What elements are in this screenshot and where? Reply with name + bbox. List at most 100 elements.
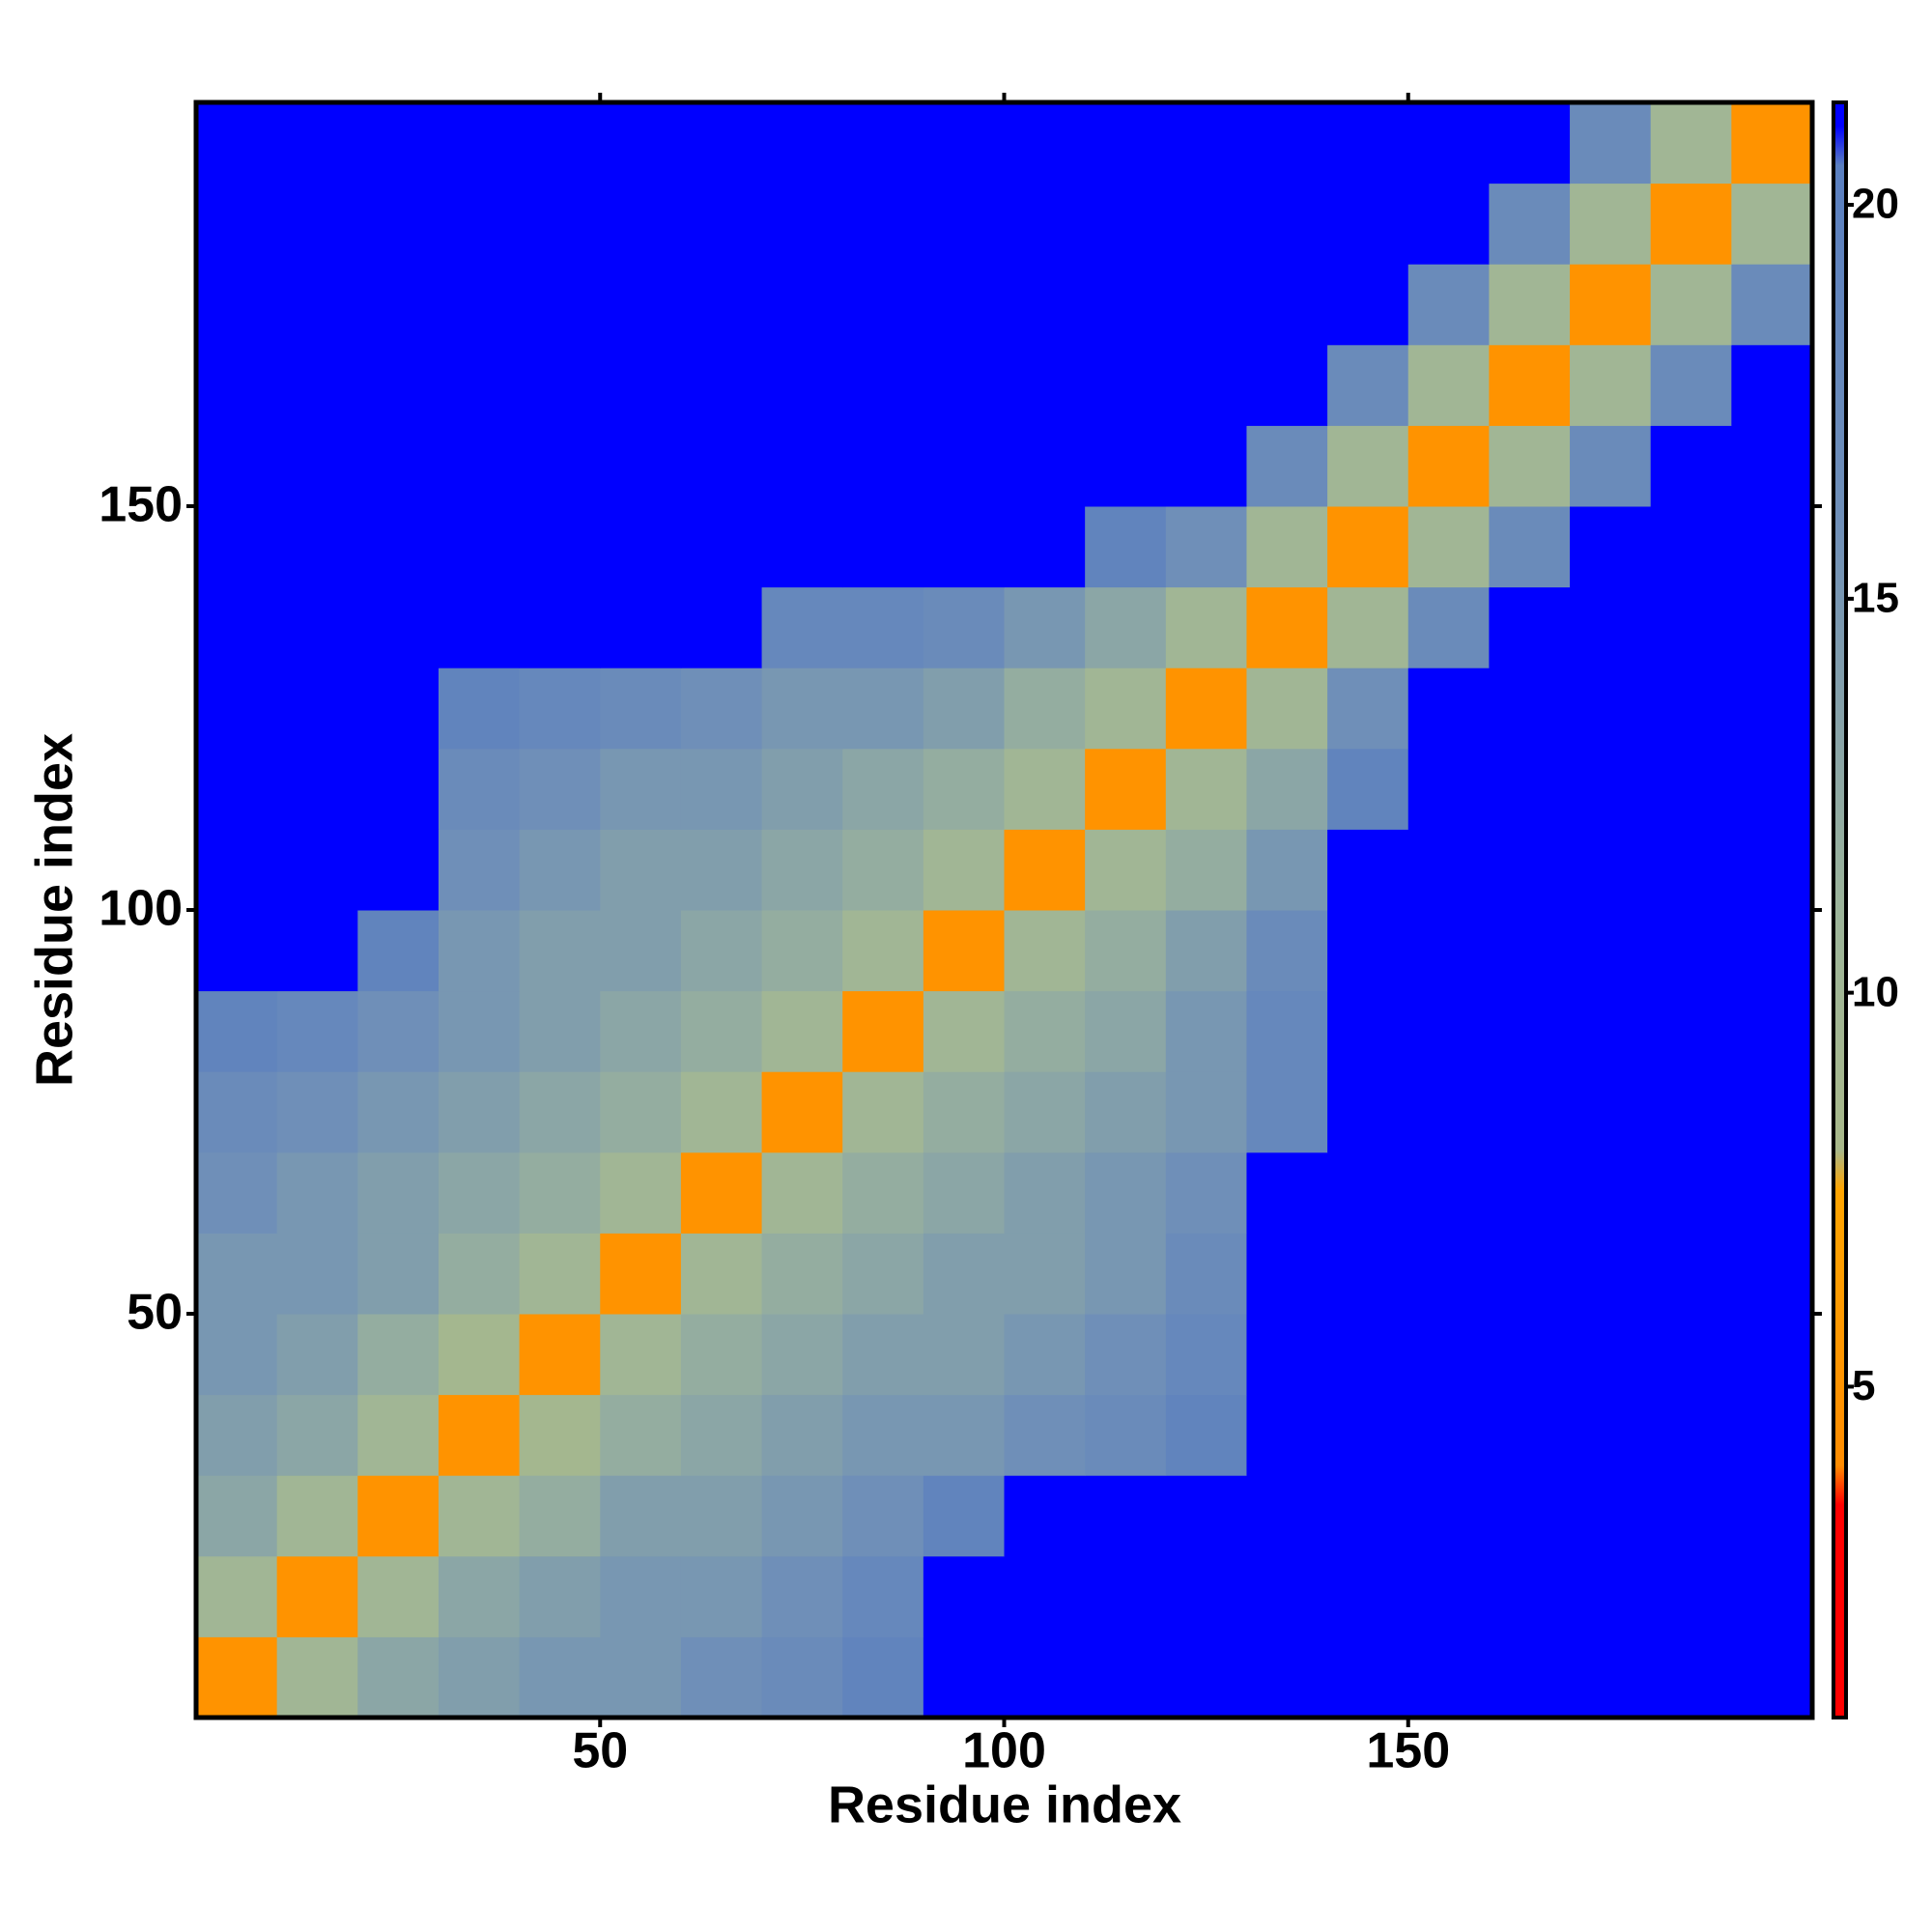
heatmap-cell — [1650, 910, 1732, 992]
heatmap-cell — [1327, 586, 1409, 668]
heatmap-cell — [1489, 102, 1571, 185]
heatmap-cell — [842, 990, 924, 1072]
heatmap-cell — [1407, 990, 1490, 1072]
heatmap-cell — [1246, 1314, 1328, 1396]
heatmap-cell — [1327, 1071, 1409, 1153]
heatmap-cell — [680, 1314, 763, 1396]
heatmap-cell — [1165, 1151, 1247, 1234]
heatmap-cell — [600, 1394, 682, 1476]
heatmap-cell — [196, 1151, 278, 1234]
heatmap-cell — [1407, 1636, 1490, 1719]
heatmap-cell — [519, 1233, 601, 1315]
heatmap-cell — [196, 1071, 278, 1153]
heatmap-cell — [438, 506, 521, 588]
heatmap-cell — [519, 264, 601, 346]
heatmap-cell — [276, 1233, 358, 1315]
heatmap-cell — [1165, 1071, 1247, 1153]
heatmap-cell — [1165, 829, 1247, 911]
heatmap-cell — [1085, 344, 1167, 426]
heatmap-cell — [923, 183, 1005, 265]
heatmap-cell — [357, 264, 440, 346]
heatmap-cell — [438, 1394, 521, 1476]
heatmap-cell — [1246, 1233, 1328, 1315]
heatmap-cell — [1570, 1071, 1652, 1153]
heatmap-cell — [276, 344, 358, 426]
heatmap-cell — [1731, 102, 1813, 185]
heatmap-cell — [1327, 910, 1409, 992]
heatmap-cell — [761, 183, 843, 265]
heatmap-cell — [1407, 1071, 1490, 1153]
heatmap-cell — [438, 668, 521, 750]
axes: 50 100 150 50 100 150 5 10 15 20 — [99, 93, 1899, 1779]
heatmap-cell — [438, 344, 521, 426]
heatmap-cell — [842, 1394, 924, 1476]
heatmap-cell — [519, 344, 601, 426]
heatmap-cell — [1407, 1151, 1490, 1234]
heatmap-cell — [1246, 183, 1328, 265]
heatmap-cell — [842, 1233, 924, 1315]
heatmap-cell — [1246, 1636, 1328, 1719]
heatmap-cell — [1004, 1314, 1086, 1396]
heatmap-cell — [680, 1071, 763, 1153]
heatmap-cell — [357, 183, 440, 265]
heatmap-cell — [1327, 1555, 1409, 1637]
heatmap-cell — [357, 1636, 440, 1719]
heatmap-cell — [680, 990, 763, 1072]
heatmap-cell — [357, 1151, 440, 1234]
heatmap-cell — [1407, 910, 1490, 992]
heatmap-cell — [1489, 748, 1571, 830]
heatmap-cell — [1327, 1394, 1409, 1476]
heatmap-cell — [1327, 829, 1409, 911]
heatmap-cell — [357, 748, 440, 830]
colorbar-tick-label: 5 — [1852, 1362, 1875, 1409]
heatmap-cell — [438, 425, 521, 507]
heatmap-cell — [196, 1394, 278, 1476]
heatmap-cell — [519, 1555, 601, 1637]
heatmap-cell — [600, 829, 682, 911]
heatmap-cell — [519, 1151, 601, 1234]
heatmap-cell — [600, 1475, 682, 1557]
heatmap-cell — [1327, 1636, 1409, 1719]
y-tick-label: 100 — [99, 881, 183, 937]
heatmap-cell — [1165, 1233, 1247, 1315]
heatmap-cell — [1085, 102, 1167, 185]
heatmap-cell — [842, 183, 924, 265]
heatmap-cell — [1731, 1233, 1813, 1315]
heatmap-cell — [1165, 1394, 1247, 1476]
heatmap-cell — [1570, 668, 1652, 750]
heatmap-cell — [1085, 1636, 1167, 1719]
heatmap-cell — [1731, 264, 1813, 346]
x-axis-title: Residue index — [828, 1776, 1181, 1833]
heatmap-cell — [923, 1071, 1005, 1153]
heatmap-cell — [842, 1475, 924, 1557]
heatmap-cell — [1004, 586, 1086, 668]
heatmap-cell — [1489, 1475, 1571, 1557]
heatmap-cell — [357, 1071, 440, 1153]
heatmap-cell — [276, 102, 358, 185]
heatmap-cell — [1246, 1475, 1328, 1557]
heatmap-cell — [1246, 344, 1328, 426]
heatmap-cell — [1165, 183, 1247, 265]
heatmap-cell — [600, 1555, 682, 1637]
heatmap-cell — [1489, 264, 1571, 346]
heatmap-cell — [680, 264, 763, 346]
heatmap-cell — [1407, 1394, 1490, 1476]
heatmap-cell — [680, 183, 763, 265]
heatmap-cell — [1489, 1151, 1571, 1234]
colorbar-tick-label: 10 — [1852, 968, 1899, 1015]
heatmap-cell — [1165, 910, 1247, 992]
heatmap-cell — [276, 506, 358, 588]
heatmap-cell — [1327, 1151, 1409, 1234]
heatmap-cell — [438, 1555, 521, 1637]
heatmap-cell — [196, 990, 278, 1072]
heatmap-cell — [1407, 1314, 1490, 1396]
heatmap-cell — [196, 829, 278, 911]
heatmap-cell — [1004, 748, 1086, 830]
heatmap-cell — [1085, 183, 1167, 265]
heatmap-cell — [1407, 668, 1490, 750]
heatmap-cell — [1246, 668, 1328, 750]
heatmap-cell — [842, 264, 924, 346]
heatmap-cell — [1246, 1151, 1328, 1234]
heatmap-cell — [1731, 506, 1813, 588]
